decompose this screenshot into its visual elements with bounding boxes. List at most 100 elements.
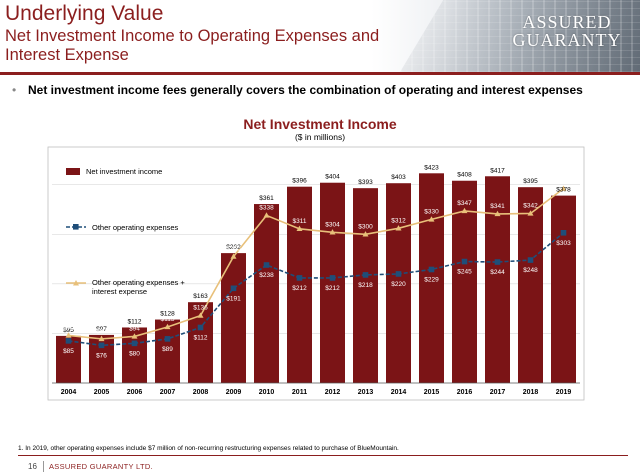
opex-plus-interest-label-2015: $330	[424, 208, 439, 215]
legend-bar-swatch	[66, 168, 80, 175]
opex-plus-interest-label-2008: $136	[193, 305, 208, 312]
bar-label-2009: $262	[226, 244, 241, 251]
other-opex-label-2011: $212	[292, 285, 307, 292]
bar-2011	[287, 186, 312, 383]
opex-plus-interest-label-2013: $300	[358, 223, 373, 230]
marker-other-opex-2016	[461, 258, 468, 265]
bar-label-2011: $396	[292, 178, 307, 185]
marker-opex-plus-interest-2009	[230, 253, 237, 259]
company-logo: ASSURED GUARANTY	[512, 13, 622, 49]
marker-other-opex-2019	[560, 229, 567, 236]
marker-other-opex-2011	[296, 275, 303, 281]
chart-frame	[47, 146, 585, 401]
other-opex-label-2005: $76	[96, 352, 107, 359]
bullet-marker: •	[12, 83, 17, 97]
x-tick-2014: 2014	[391, 389, 407, 396]
legend-opex-label: Other operating expenses	[92, 223, 179, 232]
marker-opex-plus-interest-2017	[494, 210, 501, 217]
marker-opex-plus-interest-2008	[197, 312, 204, 318]
page-title: Underlying Value	[5, 2, 164, 25]
legend-bar-label: Net investment income	[86, 167, 162, 176]
bar-label-2016: $408	[457, 172, 472, 179]
opex-plus-interest-label-2014: $312	[391, 217, 406, 224]
opex-plus-interest-label-2010: $338	[259, 204, 274, 211]
marker-opex-plus-interest-2015	[428, 216, 435, 222]
opex-plus-interest-label-2009: $255	[226, 246, 241, 253]
other-opex-label-2015: $229	[424, 276, 439, 283]
bar-label-2004: $95	[63, 327, 74, 334]
footer-separator	[43, 461, 44, 472]
company-name: ASSURED GUARANTY LTD.	[49, 462, 153, 471]
other-opex-label-2004: $85	[63, 348, 74, 355]
marker-other-opex-2005	[98, 342, 105, 349]
marker-opex-plus-interest-2013	[362, 231, 369, 237]
other-opex-label-2014: $220	[391, 281, 406, 288]
marker-opex-plus-interest-2010	[263, 212, 270, 218]
x-tick-2008: 2008	[193, 389, 209, 396]
header-divider	[0, 72, 640, 75]
marker-opex-plus-interest-2004	[65, 332, 72, 338]
marker-other-opex-2010	[263, 262, 270, 268]
x-tick-2019: 2019	[556, 389, 572, 396]
bar-2014	[386, 183, 411, 383]
marker-other-opex-2013	[362, 272, 369, 278]
building-photo	[400, 0, 640, 72]
marker-opex-plus-interest-2018	[527, 210, 534, 216]
opex-plus-interest-label-2016: $347	[457, 200, 472, 207]
other-opex-label-2007: $89	[162, 346, 173, 353]
marker-other-opex-2017	[494, 259, 501, 265]
marker-other-opex-2012	[329, 275, 336, 281]
line-opex-plus-interest	[68, 188, 564, 340]
bar-label-2015: $423	[424, 164, 439, 171]
other-opex-label-2018: $248	[523, 267, 538, 274]
marker-other-opex-2015	[428, 266, 435, 273]
bar-label-2018: $395	[523, 178, 538, 185]
bar-label-2007: $128	[160, 311, 175, 318]
marker-other-opex-2008	[197, 324, 204, 331]
marker-opex-plus-interest-2016	[461, 207, 468, 214]
marker-opex-plus-interest-2006	[131, 333, 138, 339]
x-tick-2007: 2007	[160, 389, 176, 396]
x-tick-2018: 2018	[523, 389, 539, 396]
x-tick-2015: 2015	[424, 389, 440, 396]
bar-2005	[89, 334, 114, 383]
bar-2019	[551, 195, 576, 383]
bar-2015	[419, 173, 444, 383]
marker-opex-plus-interest-2007	[164, 323, 171, 330]
opex-plus-interest-label-2005: $89	[96, 328, 107, 335]
bar-label-2010: $361	[259, 195, 274, 202]
logo-line-1: ASSURED	[522, 12, 612, 32]
other-opex-label-2006: $80	[129, 350, 140, 357]
bar-2017	[485, 176, 510, 383]
footer-divider	[18, 455, 628, 456]
other-opex-label-2017: $244	[490, 269, 505, 276]
marker-opex-plus-interest-2012	[329, 229, 336, 235]
bar-2018	[518, 187, 543, 383]
bar-2012	[320, 182, 345, 383]
bar-label-2019: $378	[556, 187, 571, 194]
x-tick-2012: 2012	[325, 389, 341, 396]
legend-opex-plus-interest-marker	[73, 280, 79, 286]
chart-subtitle: ($ in millions)	[294, 132, 346, 142]
bar-2007	[155, 319, 180, 383]
x-tick-2017: 2017	[490, 389, 506, 396]
logo-line-2: GUARANTY	[512, 30, 622, 50]
marker-other-opex-2007	[164, 336, 171, 342]
other-opex-label-2008: $112	[194, 334, 208, 341]
bar-label-2017: $417	[490, 167, 505, 174]
marker-opex-plus-interest-2011	[296, 225, 303, 232]
header-banner: Underlying Value Net Investment Income t…	[0, 0, 640, 72]
bar-2008	[188, 302, 213, 383]
opex-plus-interest-label-2011: $311	[293, 218, 307, 225]
line-other-opex	[68, 232, 565, 347]
opex-plus-interest-label-2018: $342	[523, 202, 538, 209]
bullet-text: Net investment income fees generally cov…	[28, 83, 583, 97]
marker-other-opex-2009	[230, 285, 237, 292]
bar-label-2008: $163	[193, 293, 208, 300]
x-tick-2005: 2005	[94, 389, 110, 396]
bar-2016	[452, 180, 477, 383]
x-tick-2004: 2004	[61, 389, 77, 396]
bar-label-2013: $393	[358, 179, 373, 186]
other-opex-label-2009: $191	[226, 295, 241, 302]
other-opex-label-2013: $218	[358, 282, 373, 289]
